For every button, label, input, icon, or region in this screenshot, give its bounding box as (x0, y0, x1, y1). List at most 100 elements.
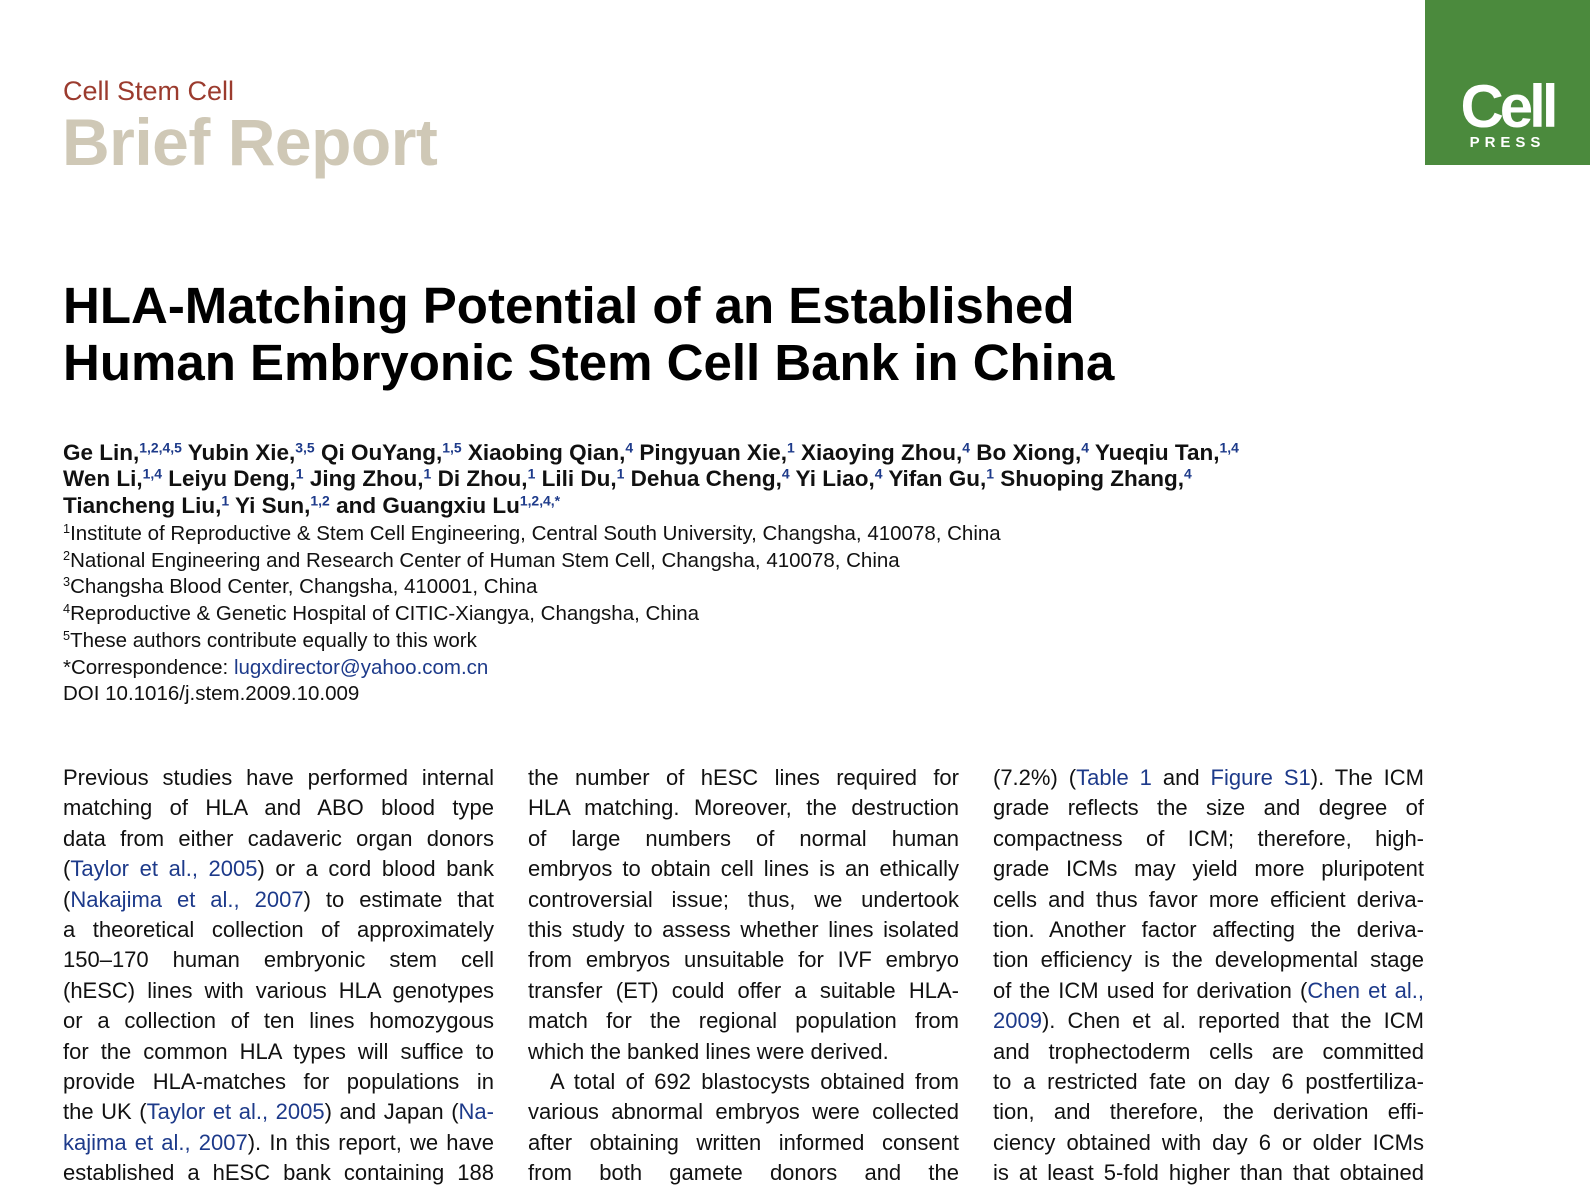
paragraph: A total of 692 blastocysts obtained from… (528, 1067, 959, 1189)
text-segment: ( (63, 886, 71, 912)
text-line: (7.2%) (Table 1 and Figure S1). The ICM (993, 763, 1424, 793)
author-affiliation-mark: 4 (1081, 439, 1090, 456)
text-line: tion, and therefore, the derivation effi… (993, 1099, 1424, 1125)
title-line: HLA-Matching Potential of an Established (63, 277, 1075, 334)
text-line: the number of hESC lines required for (528, 765, 959, 790)
author-affiliation-mark: 1 (786, 439, 795, 456)
author-name: Ge Lin, (63, 440, 140, 465)
author-affiliation-mark: 4 (874, 465, 883, 482)
author-name: Xiaobing Qian, (467, 440, 626, 465)
author-name: Bo Xiong, (976, 440, 1082, 465)
text-line: of large numbers of normal human (528, 825, 959, 851)
author-affiliation-mark: 1 (986, 465, 995, 482)
text-segment: ( (63, 856, 71, 882)
author-affiliation-mark: 1,2,4,* (519, 492, 561, 509)
text-line: 2009). Chen et al. reported that the ICM (993, 1006, 1424, 1036)
author-affiliation-mark: 4 (1184, 465, 1192, 482)
affiliation-text: These authors contribute equally to this… (70, 628, 477, 652)
author-affiliation-mark: 1,4 (142, 465, 162, 482)
text-segment: ). In this report, we have (247, 1129, 494, 1155)
doi: DOI 10.1016/j.stem.2009.10.009 (63, 682, 360, 706)
author-name: Wen Li, (63, 466, 143, 492)
author-affiliation-mark: 1 (295, 465, 304, 482)
citation-link[interactable]: Na- (458, 1099, 494, 1125)
text-line: embryos to obtain cell lines is an ethic… (528, 856, 959, 882)
text-line: tion. Another factor affecting the deriv… (993, 916, 1424, 942)
author-line: Tiancheng Liu,1 Yi Sun,1,2 and Guangxiu … (63, 493, 1239, 519)
text-line: a theoretical collection of approximatel… (63, 916, 494, 942)
text-line: (Nakajima et al., 2007) to estimate that (63, 885, 494, 915)
author-affiliation-mark: 1 (423, 465, 432, 482)
text-column: Previous studies have performed internal… (63, 763, 494, 1188)
text-line: data from either cadaveric organ donors (63, 825, 494, 851)
text-line: (Taylor et al., 2005) or a cord blood ba… (63, 854, 494, 884)
affiliation-text: Institute of Reproductive & Stem Cell En… (70, 522, 1001, 545)
title-line: Human Embryonic Stem Cell Bank in China (63, 334, 1115, 391)
citation-link[interactable]: Table 1 (1076, 765, 1152, 790)
text-column: (7.2%) (Table 1 and Figure S1). The ICM g… (993, 763, 1424, 1188)
text-line: established a hESC bank containing 188 (63, 1160, 494, 1186)
author-name: Yi Sun, (234, 492, 311, 518)
author-name: Leiyu Deng, (168, 466, 296, 492)
text-line: compactness of ICM; therefore, high- (993, 825, 1424, 851)
author-affiliation-mark: 1,5 (442, 439, 462, 456)
citation-link[interactable]: Chen et al., (1307, 977, 1424, 1003)
author-affiliation-mark: 1,2,4,5 (139, 439, 182, 456)
author-affiliation-mark: 1,2 (310, 492, 330, 509)
affiliation-mark: 3 (63, 574, 71, 590)
affiliations: 1Institute of Reproductive & Stem Cell E… (63, 521, 1001, 708)
text-segment: (7.2%) ( (993, 765, 1077, 790)
text-line: or a collection of ten lines homozygous (63, 1008, 494, 1034)
citation-link[interactable]: Figure S1 (1210, 765, 1311, 790)
author-affiliation-mark: 1,4 (1219, 439, 1239, 456)
author-affiliation-mark: 1 (616, 465, 625, 482)
affiliation-mark: 2 (63, 547, 71, 563)
text-line: tion efficiency is the developmental sta… (993, 947, 1424, 973)
author-affiliation-mark: 4 (781, 465, 790, 482)
citation-link[interactable]: 2009 (993, 1008, 1042, 1034)
text-line: transfer (ET) could offer a suitable HLA… (528, 977, 959, 1003)
text-line: is at least 5-fold higher than that obta… (993, 1160, 1424, 1186)
text-line: A total of 692 blastocysts obtained from (550, 1068, 959, 1094)
affiliation: 1Institute of Reproductive & Stem Cell E… (63, 521, 1001, 548)
citation-link[interactable]: kajima et al., 2007 (63, 1129, 248, 1155)
affiliation: 3Changsha Blood Center, Changsha, 410001… (63, 574, 1001, 601)
author-name: Jing Zhou, (309, 466, 424, 492)
publisher-logo[interactable]: Cell PRESS (1425, 0, 1590, 165)
text-segment: ) to estimate that (303, 886, 494, 912)
author-name: Yueqiu Tan, (1094, 440, 1220, 465)
affiliation-mark: 5 (63, 627, 71, 643)
author-name: Yubin Xie, (187, 440, 296, 465)
author-affiliation-mark: 3,5 (295, 439, 315, 456)
logo-sub: PRESS (1469, 134, 1546, 151)
paragraph: the number of hESC lines required for HLA… (528, 763, 959, 1067)
text-segment: and (1151, 765, 1211, 790)
citation-link[interactable]: Taylor et al., 2005 (70, 856, 258, 882)
affiliation: 5These authors contribute equally to thi… (63, 628, 1001, 655)
citation-link[interactable]: Taylor et al., 2005 (146, 1099, 325, 1125)
text-segment: ). Chen et al. reported that the ICM (1041, 1008, 1424, 1034)
author-name: Qi OuYang, (320, 440, 443, 465)
author-name: Shuoping Zhang, (1000, 466, 1184, 492)
section-label: Brief Report (62, 105, 438, 179)
logo-name: Cell (1460, 73, 1558, 140)
text-line: this study to assess whether lines isola… (528, 916, 959, 942)
text-line: grade ICMs may yield more pluripotent (993, 856, 1424, 882)
text-line: after obtaining written informed consent (528, 1129, 959, 1155)
text-segment: of the ICM used for derivation ( (993, 977, 1308, 1003)
text-line: grade reflects the size and degree of (993, 795, 1424, 821)
text-line: provide HLA-matches for populations in (63, 1068, 494, 1094)
correspondence-email[interactable]: lugxdirector@yahoo.com.cn (233, 655, 489, 679)
affiliation: 2National Engineering and Research Cente… (63, 548, 1001, 575)
citation-link[interactable]: Nakajima et al., 2007 (70, 886, 304, 912)
text-segment: ). The ICM (1310, 765, 1424, 790)
author-name: and Guangxiu Lu (336, 492, 520, 518)
text-line: various abnormal embryos were collected (528, 1099, 959, 1125)
author-name: Pingyuan Xie, (639, 440, 787, 465)
journal-name: Cell Stem Cell (63, 76, 235, 106)
text-line: matching of HLA and ABO blood type (63, 795, 494, 821)
author-affiliation-mark: 4 (962, 439, 971, 456)
text-line: to a restricted fate on day 6 postfertil… (993, 1068, 1424, 1094)
author-affiliation-mark: 4 (625, 439, 634, 456)
